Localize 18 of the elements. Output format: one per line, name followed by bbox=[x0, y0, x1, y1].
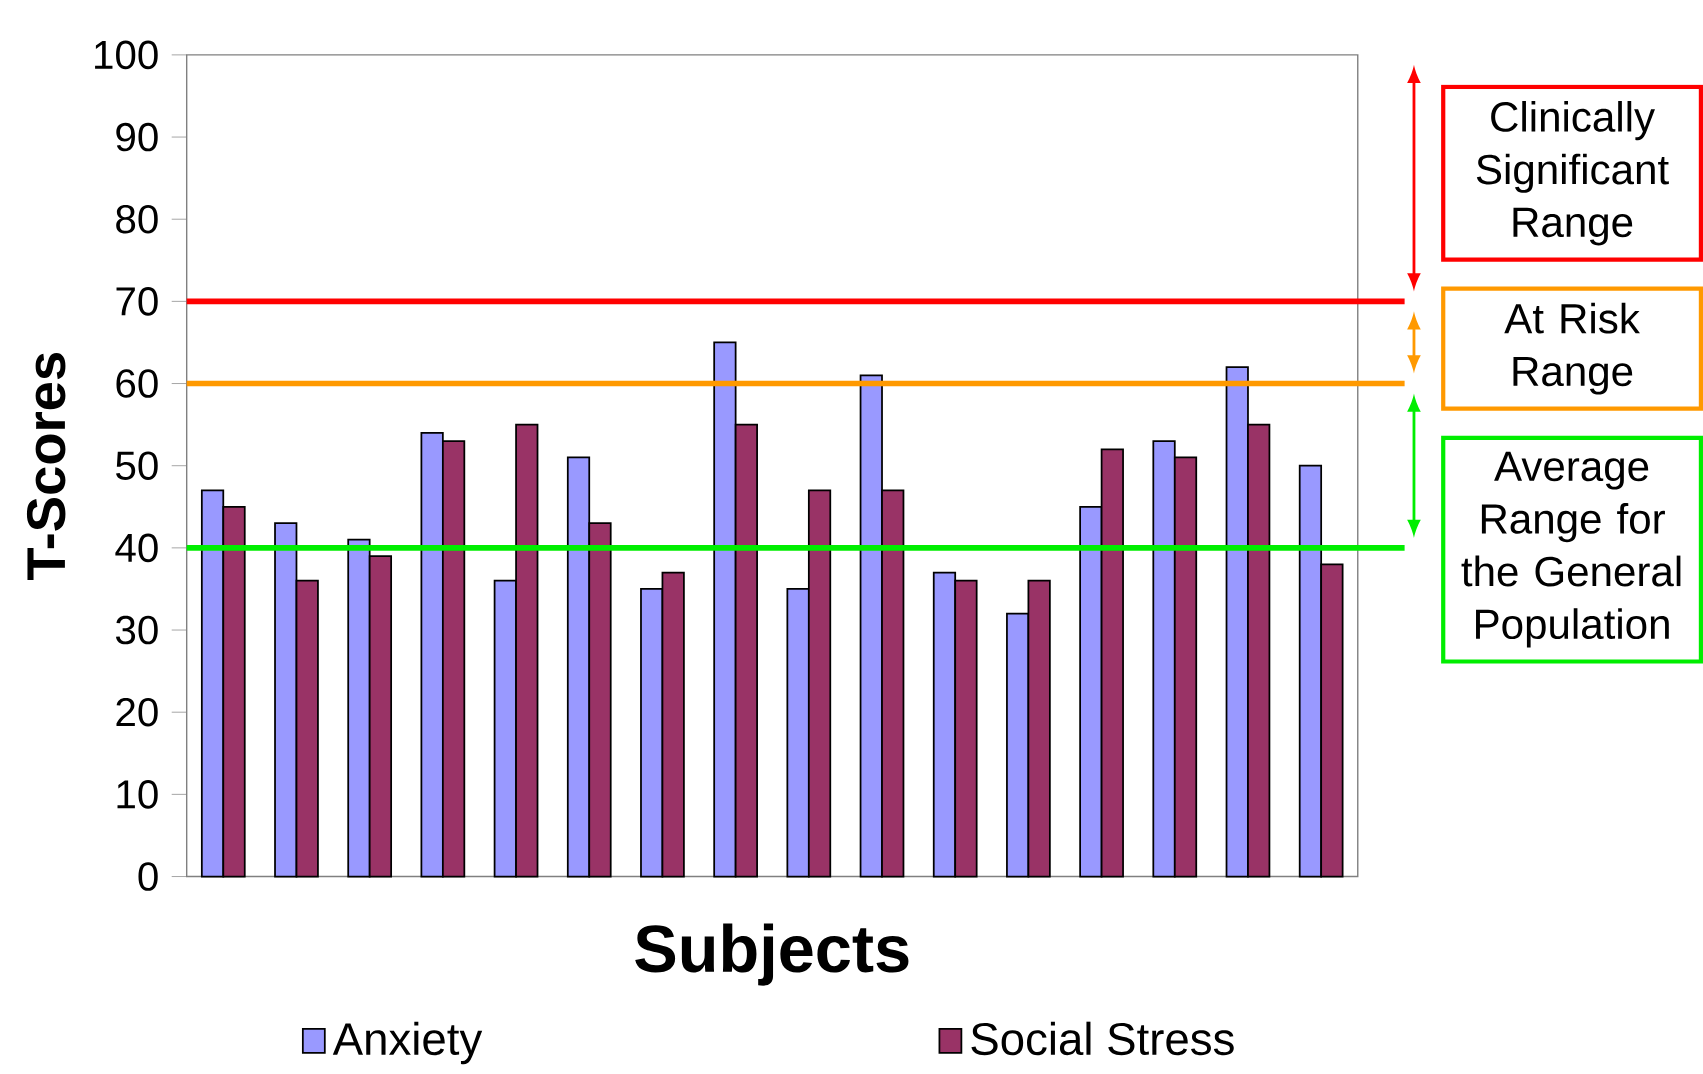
y-tick-label: 0 bbox=[138, 862, 158, 891]
y-tick-label: 90 bbox=[116, 122, 158, 152]
y-tick-label: 10 bbox=[117, 780, 158, 809]
x-axis-title: Subjects bbox=[635, 923, 909, 986]
y-axis-title: T-Scores bbox=[26, 353, 66, 580]
y-tick-label: 30 bbox=[115, 615, 158, 645]
y-tick-label: 100 bbox=[95, 40, 158, 70]
y-tick-label: 40 bbox=[115, 533, 158, 563]
y-tick-label: 60 bbox=[116, 369, 158, 398]
legend-label: Anxiety bbox=[332, 1021, 483, 1065]
y-tick-label: 50 bbox=[116, 451, 158, 480]
ref-line-label: Clinically Significant Range bbox=[1476, 100, 1669, 246]
ref-line-label: Average Range for the General Population bbox=[1461, 451, 1681, 648]
y-tick-label: 20 bbox=[116, 697, 158, 727]
y-tick-label: 70 bbox=[116, 287, 158, 316]
ref-line-label: At Risk Range bbox=[1504, 302, 1640, 395]
legend-label: Social Stress bbox=[971, 1021, 1234, 1056]
y-tick-label: 80 bbox=[116, 204, 158, 234]
